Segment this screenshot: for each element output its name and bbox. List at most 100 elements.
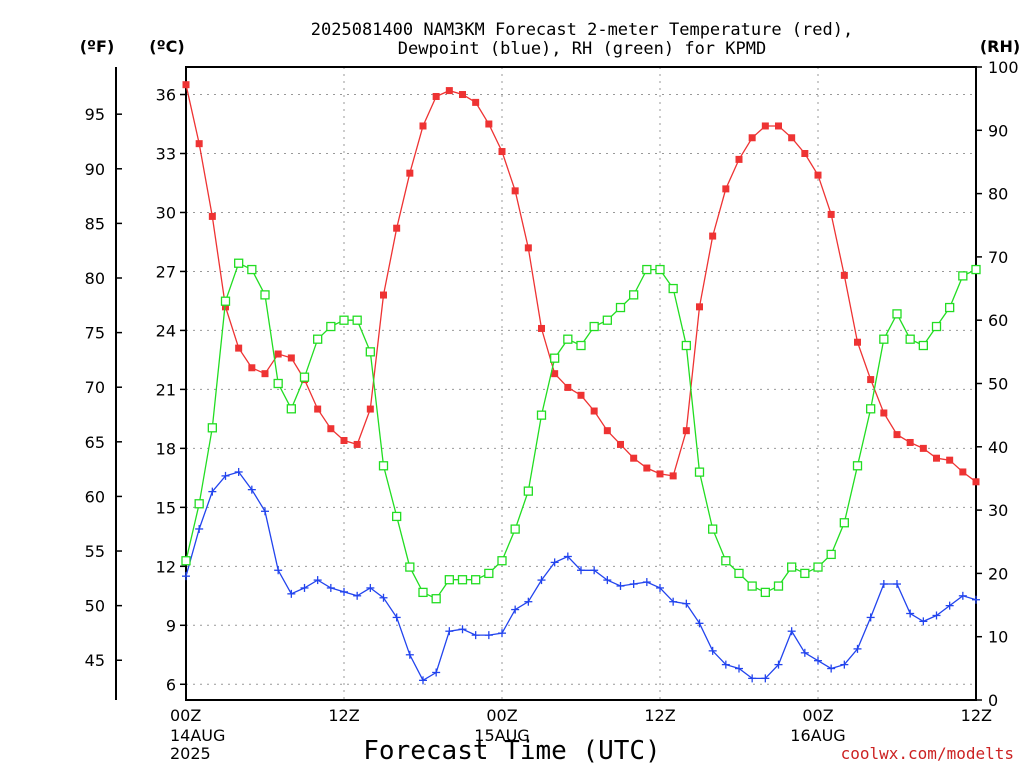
dewpoint-point <box>972 595 980 604</box>
dewpoint-point <box>774 660 783 669</box>
dewpoint-point <box>484 631 493 640</box>
rh-point <box>299 372 310 382</box>
rh-point <box>971 264 981 275</box>
rh-point <box>602 315 612 325</box>
temperature-point <box>972 478 980 486</box>
rh-tick-label: 30 <box>988 501 1008 520</box>
x-tick-label: 00Z <box>802 706 833 725</box>
temperature-point <box>366 405 374 413</box>
rh-point <box>392 511 402 522</box>
celsius-tick-label: 27 <box>156 262 176 281</box>
dewpoint-point <box>893 580 901 589</box>
celsius-tick-label: 33 <box>156 144 176 163</box>
celsius-tick-label: 30 <box>156 203 176 222</box>
dewpoint-point <box>419 676 427 685</box>
rh-point <box>839 518 849 528</box>
rh-tick-label: 50 <box>988 375 1008 394</box>
dewpoint-point <box>392 613 401 622</box>
dewpoint-point <box>616 581 625 590</box>
data-series <box>181 81 981 685</box>
temperature-point <box>735 155 743 163</box>
temperature-point <box>761 122 769 130</box>
rh-tick-label: 100 <box>988 58 1019 77</box>
x-tick-date: 16AUG <box>790 726 845 745</box>
dewpoint-point <box>958 591 967 600</box>
temperature-point <box>353 440 361 448</box>
temperature-point <box>327 425 335 433</box>
dewpoint-point <box>906 609 915 618</box>
temperature-point <box>340 437 348 445</box>
rh-point <box>668 283 678 294</box>
x-tick-label: 12Z <box>644 706 675 725</box>
rh-point <box>194 499 204 509</box>
fahrenheit-tick-label: 75 <box>85 324 105 343</box>
dewpoint-point <box>577 566 585 575</box>
dewpoint-point <box>247 485 256 494</box>
rh-point <box>787 562 797 572</box>
rh-point <box>721 556 731 566</box>
rh-point <box>497 556 507 566</box>
dewpoint-point <box>366 583 375 592</box>
temperature-point <box>287 354 295 362</box>
rh-point <box>708 524 718 534</box>
dewpoint-point <box>814 656 822 665</box>
dewpoint-point <box>563 552 572 561</box>
temperature-point <box>406 169 414 177</box>
rh-point <box>286 404 296 414</box>
rh-point <box>405 562 415 572</box>
rh-point <box>734 568 744 579</box>
rh-line <box>185 262 977 600</box>
dewpoint-point <box>603 576 612 585</box>
temperature-point <box>709 232 717 240</box>
watermark: coolwx.com/modelts <box>841 744 1014 763</box>
temperature-point <box>880 409 888 417</box>
temperature-point <box>748 134 756 142</box>
x-axis-label: Forecast Time (UTC) <box>363 736 660 766</box>
dewpoint-point <box>827 664 836 673</box>
temperature-point <box>195 140 203 148</box>
rh-point <box>523 486 533 496</box>
dewpoint-point <box>695 619 704 628</box>
rh-point <box>260 290 270 300</box>
temperature-point <box>867 376 875 384</box>
dewpoint-point <box>642 578 651 587</box>
temperature-point <box>564 383 572 391</box>
dewpoint-point <box>379 593 388 602</box>
rh-point <box>181 556 191 566</box>
dewpoint-point <box>537 576 546 585</box>
fahrenheit-tick-label: 70 <box>85 378 105 397</box>
rh-point <box>681 340 691 351</box>
fahrenheit-tick-label: 50 <box>85 597 105 616</box>
temperature-point <box>788 134 796 142</box>
rh-point <box>852 461 863 471</box>
dewpoint-point <box>879 580 888 589</box>
fahrenheit-tick-label: 55 <box>85 542 105 561</box>
dewpoint-point <box>721 660 730 669</box>
temperature-point <box>590 407 598 415</box>
celsius-tick-label: 36 <box>156 86 176 105</box>
temperature-point <box>656 470 664 478</box>
temperature-point <box>775 122 782 130</box>
rh-point <box>918 340 928 351</box>
rh-point <box>220 296 231 306</box>
dewpoint-point <box>748 674 757 683</box>
rh-point <box>892 309 902 319</box>
temperature-point <box>511 187 519 195</box>
dewpoint-point <box>326 583 335 592</box>
dewpoint-point <box>195 524 204 533</box>
temperature-point <box>419 122 427 130</box>
celsius-tick-label: 12 <box>156 557 176 576</box>
temperature-point <box>669 472 677 480</box>
celsius-tick-label: 15 <box>156 498 176 517</box>
temperature-point <box>643 464 651 472</box>
plot-frame <box>185 66 977 701</box>
chart-title-line2: Dewpoint (blue), RH (green) for KPMD <box>398 39 766 59</box>
rh-point <box>339 315 349 325</box>
temperature-point <box>630 454 638 462</box>
x-tick-label: 12Z <box>961 706 992 725</box>
celsius-unit-label: (ºC) <box>149 37 184 56</box>
rh-point <box>747 581 757 591</box>
temperature-line <box>185 84 977 483</box>
rh-tick-label: 60 <box>988 311 1008 330</box>
